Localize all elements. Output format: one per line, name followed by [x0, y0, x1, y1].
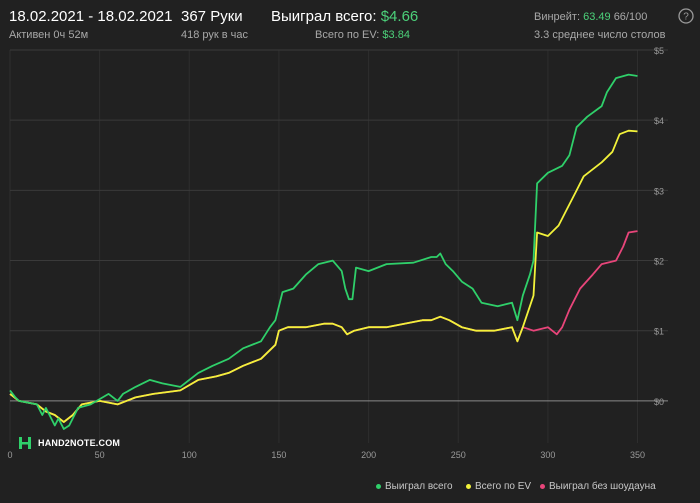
legend-label-ev-total: Всего по EV	[475, 481, 532, 492]
winrate-label: Винрейт:	[534, 11, 581, 23]
active-time: Активен 0ч 52м	[9, 29, 89, 41]
legend-item-won-total[interactable]: Выиграл всего	[376, 481, 453, 492]
y-tick-label: $1	[654, 327, 664, 337]
series-line-0	[9, 73, 638, 430]
x-tick-label: 0	[7, 450, 12, 460]
x-tick-label: 150	[271, 450, 286, 460]
hands-count: 367 Руки	[181, 8, 243, 25]
won-total-label: Выиграл всего:	[271, 8, 377, 25]
y-axis-ticks: $0 $1 $2 $3 $4 $5	[654, 46, 664, 407]
ev-total-label: Всего по EV:	[315, 29, 380, 41]
help-icon[interactable]: ?	[678, 8, 694, 24]
hands-per-hour: 418 рук в час	[181, 29, 249, 41]
legend-dot-no-showdown	[540, 484, 545, 489]
series-lines	[9, 73, 638, 430]
y-tick-label: $2	[654, 257, 664, 267]
stats-header: 18.02.2021 - 18.02.2021 Активен 0ч 52м 3…	[0, 0, 700, 48]
ev-total-value: $3.84	[382, 29, 410, 41]
logo: HAND2NOTE.COM	[18, 436, 120, 450]
svg-text:?: ?	[683, 12, 689, 23]
legend-dot-ev-total	[466, 484, 471, 489]
profit-chart: $0 $1 $2 $3 $4 $5 0 50 100 150 200 250 300 350	[7, 46, 668, 460]
avg-tables: 3.3 среднее число столов	[534, 29, 666, 41]
x-axis-ticks: 0 50 100 150 200 250 300 350	[7, 450, 645, 460]
won-total: Выиграл всего: $4.66	[271, 8, 418, 25]
chart-area: $0 $1 $2 $3 $4 $5 0 50 100 150 200 250 300 350 HAND2…	[0, 44, 700, 484]
x-tick-label: 300	[540, 450, 555, 460]
legend-label-no-showdown: Выиграл без шоудауна	[549, 481, 656, 492]
chart-legend: Выиграл всего Всего по EV Выиграл без шо…	[0, 481, 700, 497]
x-tick-label: 100	[182, 450, 197, 460]
legend-dot-won-total	[376, 484, 381, 489]
x-tick-label: 250	[451, 450, 466, 460]
winrate-value: 63.49	[583, 11, 611, 23]
logo-text: HAND2NOTE.COM	[38, 438, 121, 448]
h2n-logo-icon	[19, 437, 31, 449]
y-tick-label: $3	[654, 186, 664, 196]
series-line-2	[9, 230, 638, 423]
legend-item-no-showdown[interactable]: Выиграл без шоудауна	[540, 481, 656, 492]
date-range: 18.02.2021 - 18.02.2021	[9, 8, 173, 25]
series-line-1	[9, 129, 638, 423]
y-tick-label: $5	[654, 46, 664, 56]
winrate-hands: 66/100	[613, 11, 648, 23]
x-tick-label: 350	[630, 450, 645, 460]
legend-label-won-total: Выиграл всего	[385, 481, 453, 492]
ev-total: Всего по EV: $3.84	[315, 29, 410, 41]
x-tick-label: 50	[95, 450, 105, 460]
legend-item-ev-total[interactable]: Всего по EV	[466, 481, 531, 492]
grid-lines	[9, 49, 668, 443]
winrate: Винрейт: 63.49 66/100	[534, 11, 647, 23]
x-tick-label: 200	[361, 450, 376, 460]
won-total-value: $4.66	[380, 8, 419, 25]
y-tick-label: $0	[654, 397, 664, 407]
y-tick-label: $4	[654, 116, 664, 126]
